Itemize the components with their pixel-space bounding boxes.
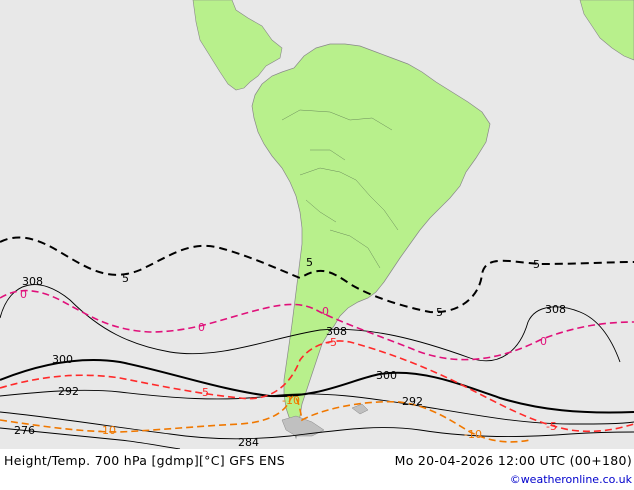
label-t5-east: 5 <box>533 258 540 271</box>
label-h308-east: 308 <box>545 303 566 316</box>
label-h292-west: 292 <box>58 385 79 398</box>
map-canvas: 308 308 308 300 300 292 292 284 276 5 5 … <box>0 0 634 449</box>
map-footer: Height/Temp. 700 hPa [gdmp][°C] GFS ENS … <box>0 449 634 490</box>
temp-contour-0 <box>0 289 634 361</box>
label-t5-center: 5 <box>306 256 313 269</box>
label-tm5-west: -5 <box>198 386 209 399</box>
country-borders <box>281 109 399 269</box>
height-contour-292 <box>0 389 634 425</box>
height-contours <box>0 284 634 449</box>
height-contour-284 <box>0 411 634 440</box>
valid-time-label: Mo 20-04-2026 12:00 UTC (00+180) <box>394 453 632 468</box>
label-h292-east: 292 <box>402 395 423 408</box>
label-h300-west: 300 <box>52 353 73 366</box>
label-h308-center: 308 <box>326 325 347 338</box>
label-t5-southeast: 5 <box>436 306 443 319</box>
africa-land <box>579 0 634 61</box>
label-t0-east: 0 <box>540 335 547 348</box>
label-tm10-west: -10 <box>98 424 116 437</box>
label-h308-west: 308 <box>22 275 43 288</box>
label-tm10-east: -10 <box>464 428 482 441</box>
label-tm5-east: -5 <box>546 420 557 433</box>
height-contour-276 <box>0 427 181 449</box>
label-tm10-center: -10 <box>282 394 300 407</box>
central-america-land <box>192 0 283 91</box>
label-h276: 276 <box>14 424 35 437</box>
label-t0-center-west: 0 <box>198 321 205 334</box>
height-contour-300 <box>0 359 634 414</box>
height-contour-308 <box>0 284 621 363</box>
label-t0-west: 0 <box>20 288 27 301</box>
label-h284: 284 <box>238 436 259 449</box>
south-america-land <box>251 43 491 440</box>
map-product-title: Height/Temp. 700 hPa [gdmp][°C] GFS ENS <box>4 453 286 468</box>
temp-contour-5 <box>0 236 634 314</box>
credit-link[interactable]: ©weatheronline.co.uk <box>509 473 632 486</box>
label-tm5-center: -5 <box>326 336 337 349</box>
label-h300-east: 300 <box>376 369 397 382</box>
temp-contour-minus5 <box>0 340 634 433</box>
label-t0-center: 0 <box>322 305 329 318</box>
label-t5-west: 5 <box>122 272 129 285</box>
temp-contour-minus10 <box>0 395 531 443</box>
falklands-land <box>351 403 369 415</box>
contour-labels: 308 308 308 300 300 292 292 284 276 5 5 … <box>14 256 566 449</box>
